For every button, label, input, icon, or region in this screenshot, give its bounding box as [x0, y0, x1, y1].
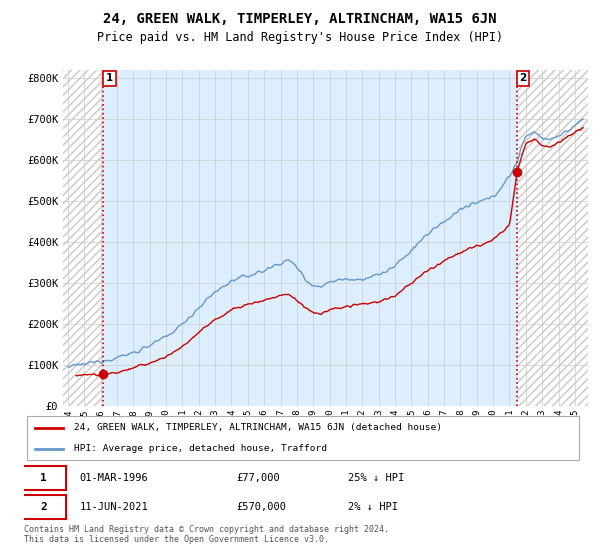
Bar — [517, 70, 588, 406]
Text: 24, GREEN WALK, TIMPERLEY, ALTRINCHAM, WA15 6JN (detached house): 24, GREEN WALK, TIMPERLEY, ALTRINCHAM, W… — [74, 423, 442, 432]
FancyBboxPatch shape — [27, 416, 579, 460]
Text: 1: 1 — [106, 73, 113, 83]
Text: 2% ↓ HPI: 2% ↓ HPI — [347, 502, 398, 512]
FancyBboxPatch shape — [21, 466, 66, 489]
Text: 01-MAR-1996: 01-MAR-1996 — [80, 473, 149, 483]
Bar — [63, 70, 103, 406]
Text: 2: 2 — [519, 73, 526, 83]
FancyBboxPatch shape — [21, 496, 66, 519]
Text: 25% ↓ HPI: 25% ↓ HPI — [347, 473, 404, 483]
Text: 1: 1 — [40, 473, 47, 483]
Text: HPI: Average price, detached house, Trafford: HPI: Average price, detached house, Traf… — [74, 444, 327, 453]
Text: Price paid vs. HM Land Registry's House Price Index (HPI): Price paid vs. HM Land Registry's House … — [97, 31, 503, 44]
Text: £77,000: £77,000 — [236, 473, 280, 483]
Text: 11-JUN-2021: 11-JUN-2021 — [80, 502, 149, 512]
Text: £570,000: £570,000 — [236, 502, 286, 512]
Text: 2: 2 — [40, 502, 47, 512]
Bar — [103, 70, 517, 406]
Text: 24, GREEN WALK, TIMPERLEY, ALTRINCHAM, WA15 6JN: 24, GREEN WALK, TIMPERLEY, ALTRINCHAM, W… — [103, 12, 497, 26]
Text: Contains HM Land Registry data © Crown copyright and database right 2024.
This d: Contains HM Land Registry data © Crown c… — [24, 525, 389, 544]
